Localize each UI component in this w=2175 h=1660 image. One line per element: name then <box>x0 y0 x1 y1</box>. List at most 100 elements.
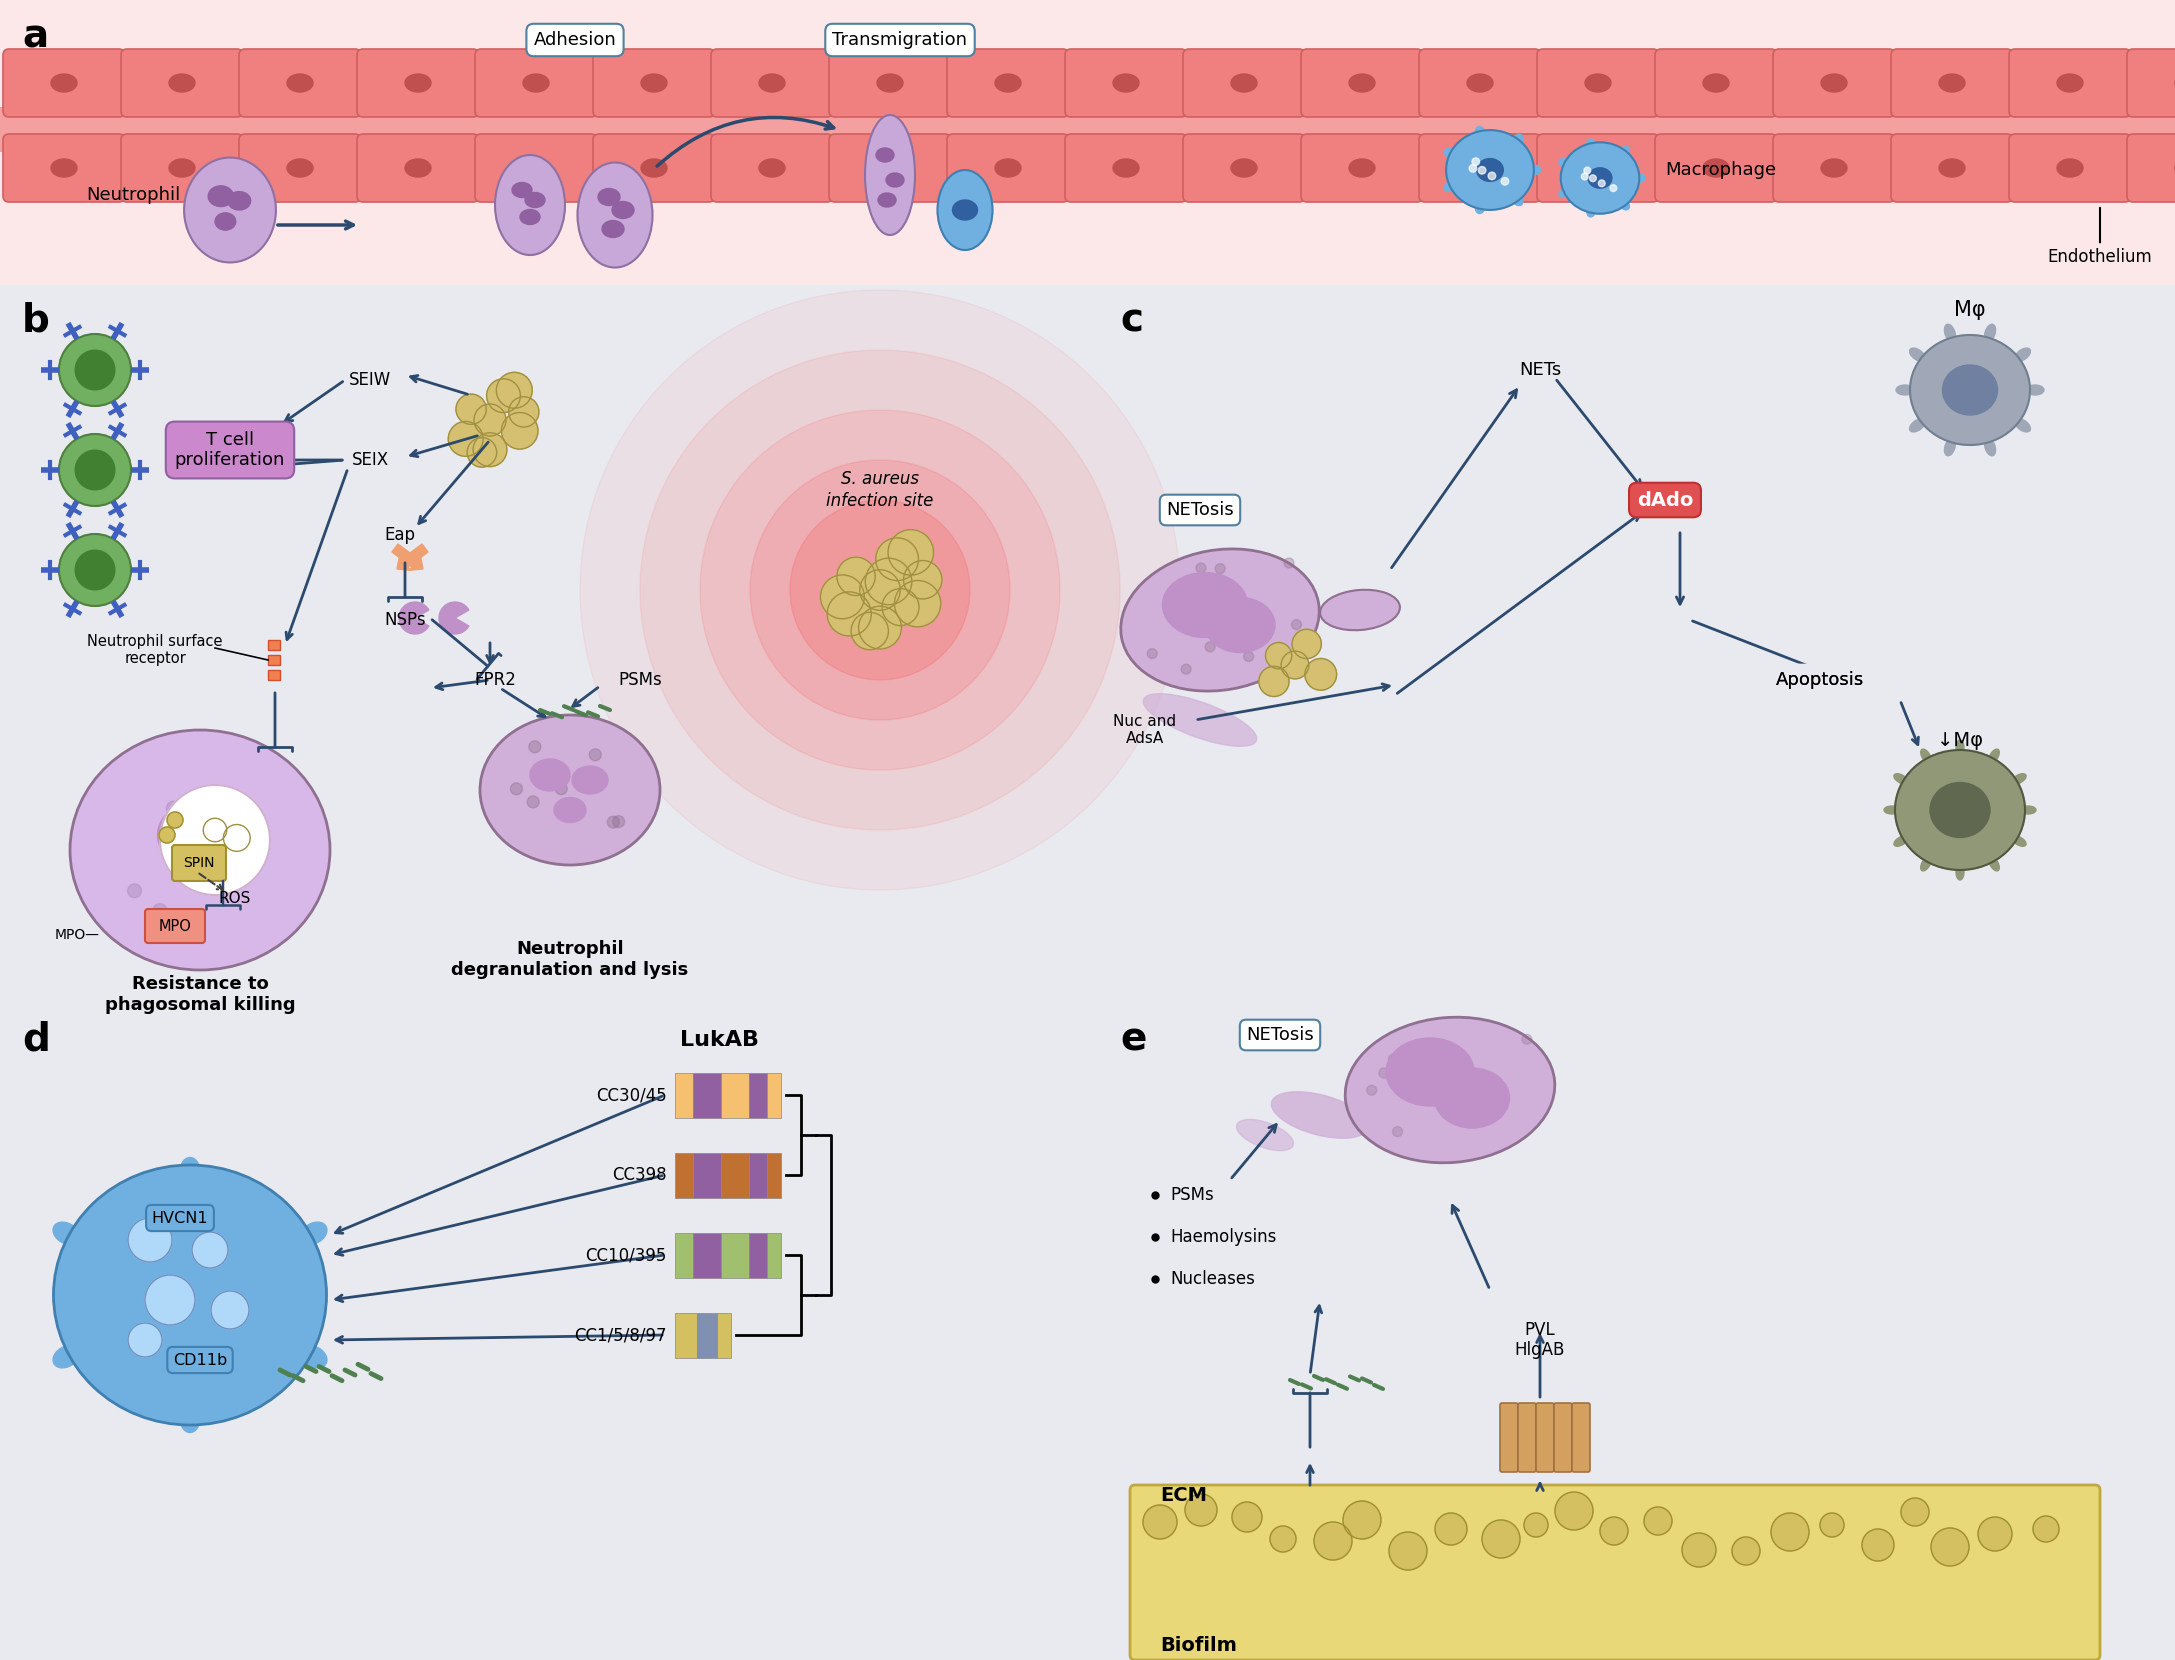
Ellipse shape <box>1984 324 1997 342</box>
Text: a: a <box>22 18 48 56</box>
FancyBboxPatch shape <box>1501 1403 1518 1472</box>
Ellipse shape <box>511 183 533 198</box>
Circle shape <box>1205 642 1216 652</box>
Circle shape <box>1681 1532 1716 1567</box>
FancyBboxPatch shape <box>711 134 833 203</box>
Ellipse shape <box>287 75 313 91</box>
FancyBboxPatch shape <box>674 1152 694 1199</box>
Circle shape <box>1283 558 1294 568</box>
Text: FPR2: FPR2 <box>474 671 515 689</box>
Text: Biofilm: Biofilm <box>1159 1635 1238 1655</box>
Circle shape <box>1581 173 1588 179</box>
Ellipse shape <box>1703 75 1729 91</box>
Circle shape <box>1481 1521 1520 1559</box>
Circle shape <box>1436 1512 1466 1545</box>
FancyBboxPatch shape <box>692 1072 722 1119</box>
FancyBboxPatch shape <box>1773 50 1894 116</box>
Circle shape <box>866 558 911 604</box>
Circle shape <box>59 535 130 606</box>
Text: Neutrophil
degranulation and lysis: Neutrophil degranulation and lysis <box>452 940 689 979</box>
Ellipse shape <box>1942 365 1997 415</box>
Ellipse shape <box>1955 863 1964 880</box>
Ellipse shape <box>1231 75 1257 91</box>
Circle shape <box>2034 1516 2060 1542</box>
Circle shape <box>1292 629 1322 659</box>
Ellipse shape <box>1703 159 1729 178</box>
Text: Nuc and
AdsA: Nuc and AdsA <box>1114 714 1177 747</box>
Circle shape <box>159 827 174 843</box>
FancyBboxPatch shape <box>1301 134 1422 203</box>
Circle shape <box>167 802 181 815</box>
Circle shape <box>559 803 572 817</box>
Ellipse shape <box>759 75 785 91</box>
Ellipse shape <box>1562 143 1640 214</box>
Circle shape <box>1244 651 1253 661</box>
Circle shape <box>1479 166 1486 174</box>
Ellipse shape <box>1344 1018 1555 1162</box>
Ellipse shape <box>2058 75 2084 91</box>
FancyBboxPatch shape <box>1538 50 1660 116</box>
FancyBboxPatch shape <box>1655 50 1777 116</box>
Text: CC398: CC398 <box>613 1165 668 1184</box>
Text: HVCN1: HVCN1 <box>152 1210 209 1225</box>
FancyBboxPatch shape <box>674 1313 698 1358</box>
FancyBboxPatch shape <box>748 1233 768 1278</box>
Ellipse shape <box>1984 438 1997 456</box>
Ellipse shape <box>994 159 1020 178</box>
FancyBboxPatch shape <box>748 1152 768 1199</box>
Circle shape <box>1862 1529 1894 1560</box>
Ellipse shape <box>1620 146 1629 156</box>
FancyBboxPatch shape <box>720 1233 750 1278</box>
Text: NETs: NETs <box>1518 360 1562 378</box>
Circle shape <box>883 589 920 626</box>
Circle shape <box>1481 1092 1490 1102</box>
Circle shape <box>1820 1512 1844 1537</box>
Circle shape <box>146 1275 196 1325</box>
Circle shape <box>1185 1494 1218 1526</box>
FancyBboxPatch shape <box>768 1233 781 1278</box>
Circle shape <box>1231 1502 1262 1532</box>
Text: MPO—: MPO— <box>54 928 100 941</box>
Circle shape <box>1144 1506 1177 1539</box>
Circle shape <box>1292 619 1301 629</box>
Circle shape <box>167 812 183 828</box>
Ellipse shape <box>1348 159 1375 178</box>
Text: Macrophage: Macrophage <box>1666 161 1777 179</box>
Circle shape <box>1901 1497 1929 1526</box>
Text: NSPs: NSPs <box>385 611 426 629</box>
FancyBboxPatch shape <box>692 1152 722 1199</box>
FancyBboxPatch shape <box>768 1072 781 1119</box>
Ellipse shape <box>1475 126 1486 139</box>
Text: Neutrophil surface
receptor: Neutrophil surface receptor <box>87 634 222 666</box>
Text: Mφ: Mφ <box>1953 300 1986 320</box>
Text: Apoptosis: Apoptosis <box>1775 671 1864 689</box>
FancyBboxPatch shape <box>268 654 281 666</box>
FancyBboxPatch shape <box>357 50 478 116</box>
FancyBboxPatch shape <box>674 1072 694 1119</box>
Ellipse shape <box>215 212 235 231</box>
FancyBboxPatch shape <box>2010 134 2132 203</box>
Circle shape <box>1270 1526 1296 1552</box>
Ellipse shape <box>877 159 903 178</box>
Circle shape <box>200 865 215 878</box>
Ellipse shape <box>2012 835 2027 847</box>
Circle shape <box>1525 1512 1549 1537</box>
Ellipse shape <box>759 159 785 178</box>
FancyBboxPatch shape <box>1301 50 1422 116</box>
Circle shape <box>1433 1057 1444 1067</box>
Ellipse shape <box>1910 418 1925 432</box>
Circle shape <box>1555 1492 1592 1531</box>
Circle shape <box>1342 1501 1381 1539</box>
FancyBboxPatch shape <box>1418 134 1542 203</box>
Ellipse shape <box>1446 129 1533 209</box>
Ellipse shape <box>1114 159 1140 178</box>
Text: d: d <box>22 1019 50 1057</box>
Circle shape <box>150 911 163 925</box>
Ellipse shape <box>1231 159 1257 178</box>
Circle shape <box>1181 664 1192 674</box>
Circle shape <box>474 403 507 437</box>
Ellipse shape <box>1633 174 1644 183</box>
FancyBboxPatch shape <box>696 1313 718 1358</box>
FancyBboxPatch shape <box>122 50 244 116</box>
Ellipse shape <box>1385 1038 1475 1106</box>
